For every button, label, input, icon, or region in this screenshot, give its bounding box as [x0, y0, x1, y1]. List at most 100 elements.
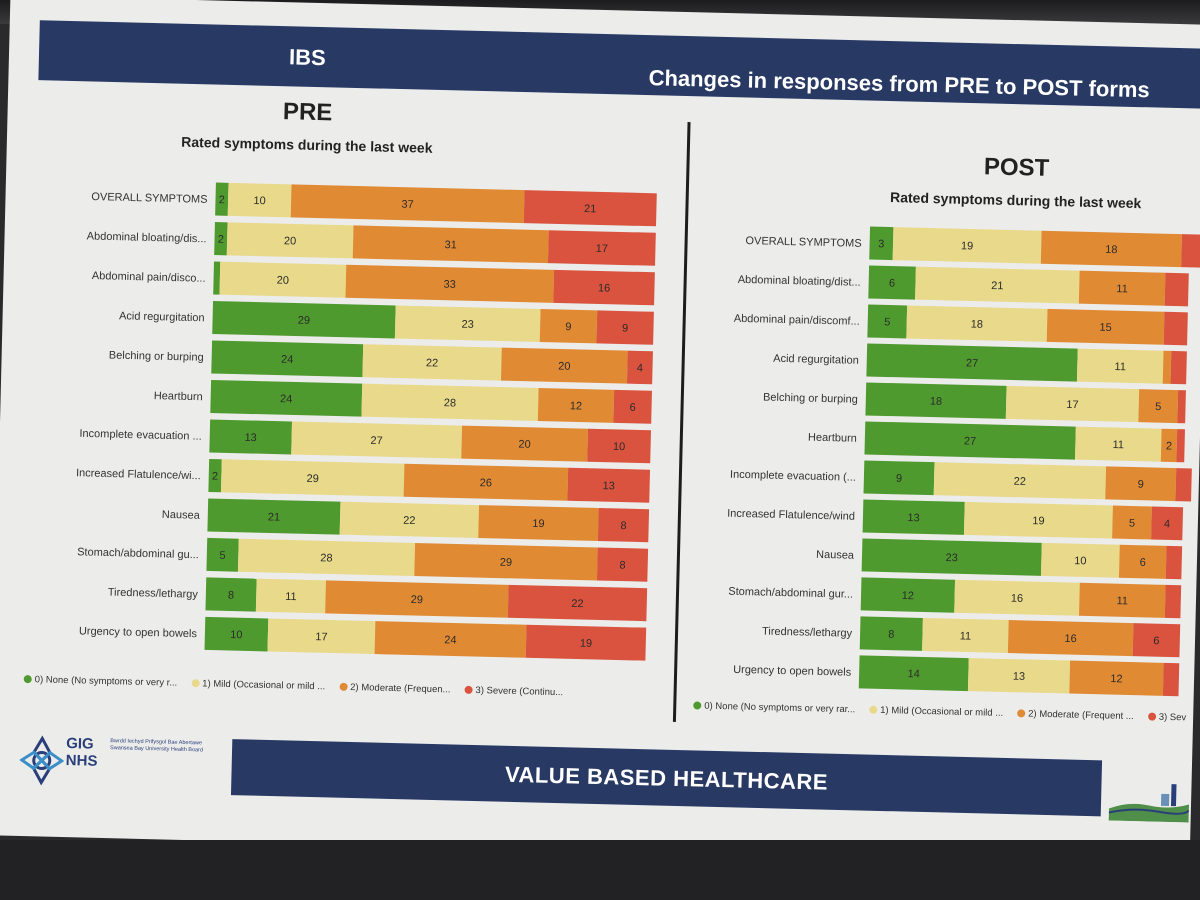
data-label: 4	[1164, 518, 1170, 530]
monitor-bezel-bottom	[0, 840, 1200, 900]
data-label: 13	[907, 512, 920, 524]
legend-dot-icon	[1147, 712, 1156, 722]
bar-segment-severe	[567, 467, 651, 503]
data-label: 22	[571, 598, 584, 610]
data-label: 8	[619, 560, 625, 572]
bar-segment-mild	[291, 421, 463, 459]
data-label: 17	[1066, 399, 1079, 411]
data-label: 12	[1110, 673, 1123, 685]
data-label: 19	[1032, 515, 1045, 527]
bar-segment-none	[858, 655, 969, 692]
data-label: 11	[1116, 283, 1128, 295]
data-label: 12	[570, 400, 583, 412]
bar-segment-moderate	[1079, 582, 1166, 618]
bar-segment-mild	[1076, 348, 1164, 384]
bar-segment-moderate	[1118, 544, 1167, 579]
bar-segment-moderate	[1160, 428, 1178, 463]
data-label: 6	[629, 402, 635, 414]
bar-segment-none	[866, 343, 1078, 382]
data-label: 23	[945, 552, 958, 564]
bar-segment-none	[205, 577, 257, 612]
data-label: 2	[219, 194, 225, 206]
bar-segment-none	[211, 340, 364, 378]
bar-segment-moderate	[500, 347, 628, 384]
data-label: 19	[961, 240, 974, 252]
bar-segment-mild	[227, 182, 292, 218]
bar-segment-none	[208, 458, 222, 493]
bar-segment-mild	[922, 617, 1009, 654]
legend-label: 3) Sev	[1158, 711, 1187, 724]
category-label: Nausea	[162, 509, 201, 522]
legend-label: 0) None (No symptoms or very r...	[34, 674, 178, 689]
data-label: 3	[878, 238, 884, 250]
bar-segment-moderate	[1105, 466, 1177, 502]
pre-legend: 0) None (No symptoms or very r... 1) Mild…	[23, 674, 578, 699]
category-label: Tiredness/lethargy	[762, 626, 853, 640]
bar-segment-none	[213, 261, 221, 295]
data-label: 15	[1099, 322, 1112, 334]
data-label: 21	[584, 203, 597, 215]
data-label: 11	[285, 591, 297, 603]
category-label: Tiredness/lethargy	[108, 587, 199, 601]
category-label: Abdominal bloating/dis...	[87, 230, 207, 245]
bar-segment-none	[863, 460, 935, 496]
post-stacked-bar-chart: OVERALL SYMPTOMS 3 19 18 Abdominal bloating/…	[727, 226, 1200, 697]
bar-segment-moderate	[537, 387, 615, 423]
coastline-illustration	[1108, 784, 1190, 823]
data-label: 5	[884, 316, 890, 328]
bar-segment-mild	[963, 501, 1113, 539]
bar-segment-moderate	[352, 225, 549, 264]
data-label: 24	[444, 634, 457, 646]
bar-segment-moderate	[1046, 308, 1165, 345]
data-label: 18	[930, 396, 943, 408]
legend-label: 1) Mild (Occasional or mild ...	[880, 704, 1004, 719]
bar-segment-severe	[1151, 506, 1184, 541]
bar-segment-none	[864, 421, 1076, 460]
data-label: 12	[902, 590, 915, 602]
data-label: 18	[971, 319, 984, 331]
data-label: 27	[964, 435, 977, 447]
bar-segment-none	[868, 265, 916, 300]
data-label: 20	[284, 235, 297, 247]
category-label: Heartburn	[808, 432, 857, 445]
data-label: 27	[966, 357, 979, 369]
bar-segment-mild	[1075, 426, 1162, 462]
data-label: 17	[315, 631, 328, 643]
bar-segment-none	[209, 419, 293, 455]
bar-segment-mild	[394, 305, 541, 343]
bar-segment-severe	[1164, 584, 1182, 619]
category-label: Abdominal bloating/dist...	[738, 274, 861, 289]
bar-segment-severe	[1177, 390, 1186, 424]
bar-segment-none	[215, 182, 229, 216]
data-label: 8	[888, 629, 894, 641]
data-label: 22	[1014, 476, 1027, 488]
bar-segment-mild	[967, 658, 1071, 694]
post-panel-header: POST Rated symptoms during the last week	[866, 150, 1167, 211]
data-label: 27	[370, 435, 383, 447]
bar-segment-mild	[362, 344, 502, 381]
bar-segment-moderate	[403, 463, 569, 501]
bar-segment-severe	[613, 389, 652, 424]
data-label: 22	[403, 515, 416, 527]
health-board-name: Bwrdd Iechyd Prifysgol Bae Abertawe Swan…	[110, 738, 204, 754]
bar-segment-mild	[1005, 385, 1140, 423]
bar-segment-mild	[267, 618, 376, 655]
legend-dot-icon	[23, 675, 32, 684]
category-label: Urgency to open bowels	[79, 625, 198, 640]
bar-segment-moderate	[478, 505, 599, 541]
nhs-logo: GIG NHS Bwrdd Iechyd Prifysgol Bae Abert…	[19, 734, 220, 799]
category-label: Increased Flatulence/wind	[727, 508, 855, 523]
data-label: 24	[280, 393, 293, 405]
data-label: 9	[896, 473, 902, 485]
legend-dot-icon	[339, 683, 348, 692]
bar-segment-severe	[525, 624, 647, 661]
bar-segment-severe	[626, 350, 653, 385]
bar-segment-mild	[933, 462, 1107, 500]
data-label: 18	[1105, 244, 1118, 256]
data-label: 20	[558, 360, 571, 372]
bar-segment-moderate	[1069, 660, 1164, 696]
category-label: Heartburn	[154, 390, 203, 403]
category-label: Acid regurgitation	[773, 353, 859, 367]
data-label: 11	[1112, 439, 1124, 451]
data-label: 16	[598, 282, 611, 294]
